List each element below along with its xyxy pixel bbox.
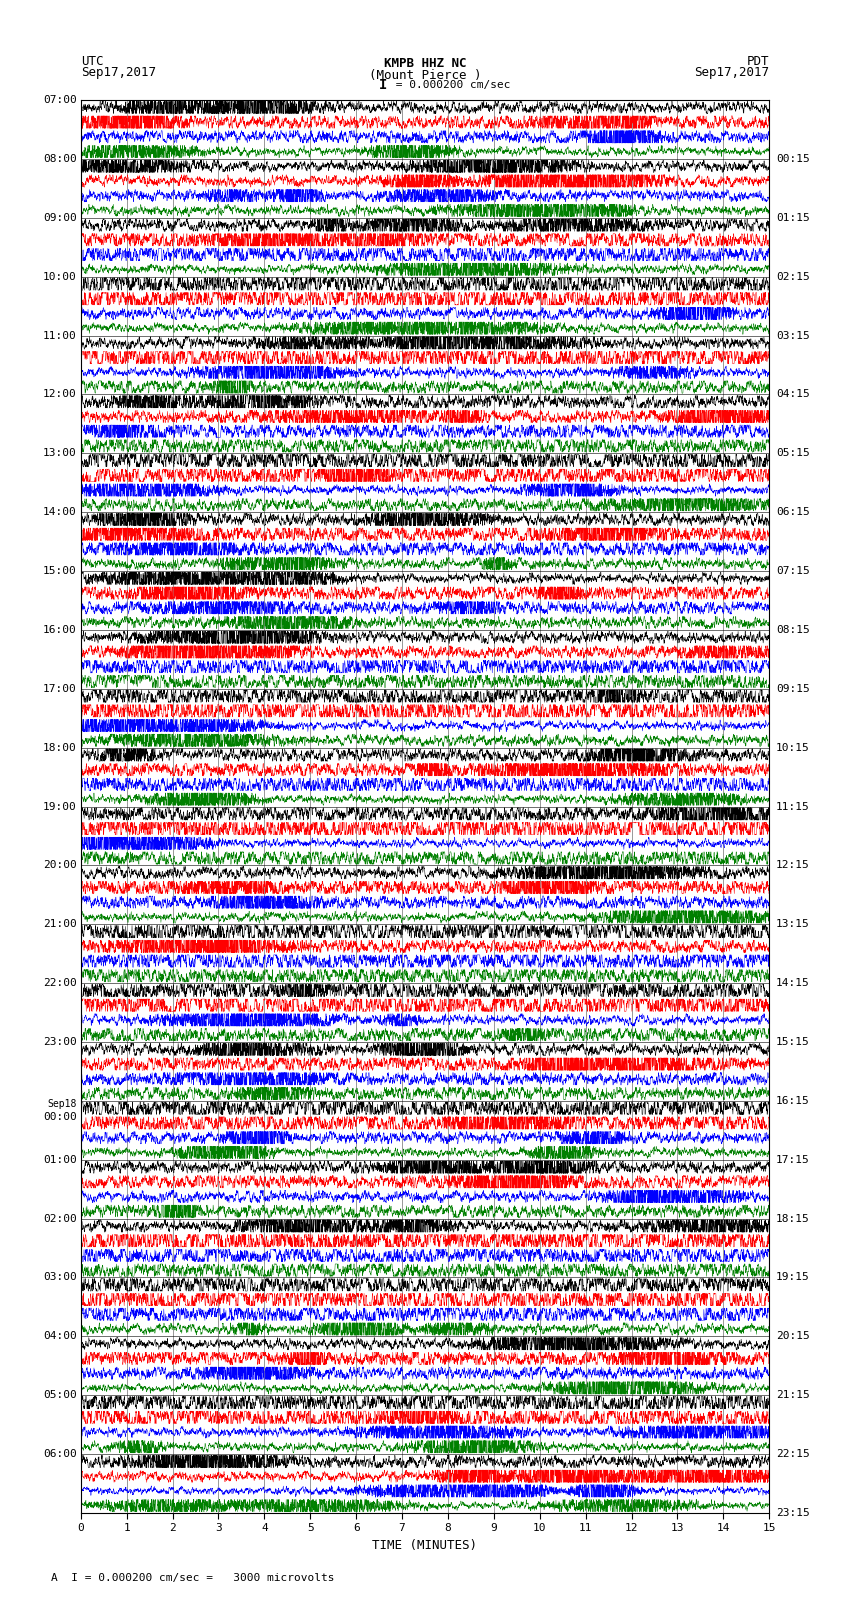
Text: 04:15: 04:15	[776, 389, 810, 400]
Text: 10:00: 10:00	[42, 271, 76, 282]
Text: 06:00: 06:00	[42, 1448, 76, 1460]
Text: 18:15: 18:15	[776, 1213, 810, 1224]
Text: I: I	[378, 79, 387, 92]
Text: = 0.000200 cm/sec: = 0.000200 cm/sec	[389, 81, 511, 90]
Text: 20:15: 20:15	[776, 1331, 810, 1342]
Text: 20:00: 20:00	[42, 860, 76, 871]
Text: Sep18: Sep18	[47, 1098, 76, 1110]
Text: 06:15: 06:15	[776, 506, 810, 518]
Text: 05:00: 05:00	[42, 1390, 76, 1400]
Text: 07:15: 07:15	[776, 566, 810, 576]
Text: 17:15: 17:15	[776, 1155, 810, 1165]
Text: 00:00: 00:00	[42, 1111, 76, 1123]
Text: 13:00: 13:00	[42, 448, 76, 458]
Text: 22:15: 22:15	[776, 1448, 810, 1460]
Text: 19:00: 19:00	[42, 802, 76, 811]
Text: 12:15: 12:15	[776, 860, 810, 871]
Text: 23:00: 23:00	[42, 1037, 76, 1047]
X-axis label: TIME (MINUTES): TIME (MINUTES)	[372, 1539, 478, 1552]
Text: 01:15: 01:15	[776, 213, 810, 223]
Text: 08:00: 08:00	[42, 153, 76, 165]
Text: 18:00: 18:00	[42, 742, 76, 753]
Text: 09:00: 09:00	[42, 213, 76, 223]
Text: 21:00: 21:00	[42, 919, 76, 929]
Text: (Mount Pierce ): (Mount Pierce )	[369, 68, 481, 82]
Text: 12:00: 12:00	[42, 389, 76, 400]
Text: 19:15: 19:15	[776, 1273, 810, 1282]
Text: 15:00: 15:00	[42, 566, 76, 576]
Text: Sep17,2017: Sep17,2017	[694, 66, 769, 79]
Text: 21:15: 21:15	[776, 1390, 810, 1400]
Text: 11:00: 11:00	[42, 331, 76, 340]
Text: 01:00: 01:00	[42, 1155, 76, 1165]
Text: KMPB HHZ NC: KMPB HHZ NC	[383, 56, 467, 71]
Text: 02:00: 02:00	[42, 1213, 76, 1224]
Text: 14:00: 14:00	[42, 506, 76, 518]
Text: 09:15: 09:15	[776, 684, 810, 694]
Text: 02:15: 02:15	[776, 271, 810, 282]
Text: 16:00: 16:00	[42, 624, 76, 636]
Text: 17:00: 17:00	[42, 684, 76, 694]
Text: 15:15: 15:15	[776, 1037, 810, 1047]
Text: 22:00: 22:00	[42, 977, 76, 989]
Text: Sep17,2017: Sep17,2017	[81, 66, 156, 79]
Text: UTC: UTC	[81, 55, 103, 68]
Text: 16:15: 16:15	[776, 1095, 810, 1107]
Text: 07:00: 07:00	[42, 95, 76, 105]
Text: 23:15: 23:15	[776, 1508, 810, 1518]
Text: 10:15: 10:15	[776, 742, 810, 753]
Text: 03:00: 03:00	[42, 1273, 76, 1282]
Text: 03:15: 03:15	[776, 331, 810, 340]
Text: 14:15: 14:15	[776, 977, 810, 989]
Text: 05:15: 05:15	[776, 448, 810, 458]
Text: 13:15: 13:15	[776, 919, 810, 929]
Text: 08:15: 08:15	[776, 624, 810, 636]
Text: PDT: PDT	[747, 55, 769, 68]
Text: 04:00: 04:00	[42, 1331, 76, 1342]
Text: A  I = 0.000200 cm/sec =   3000 microvolts: A I = 0.000200 cm/sec = 3000 microvolts	[51, 1573, 335, 1582]
Text: 00:15: 00:15	[776, 153, 810, 165]
Text: 11:15: 11:15	[776, 802, 810, 811]
